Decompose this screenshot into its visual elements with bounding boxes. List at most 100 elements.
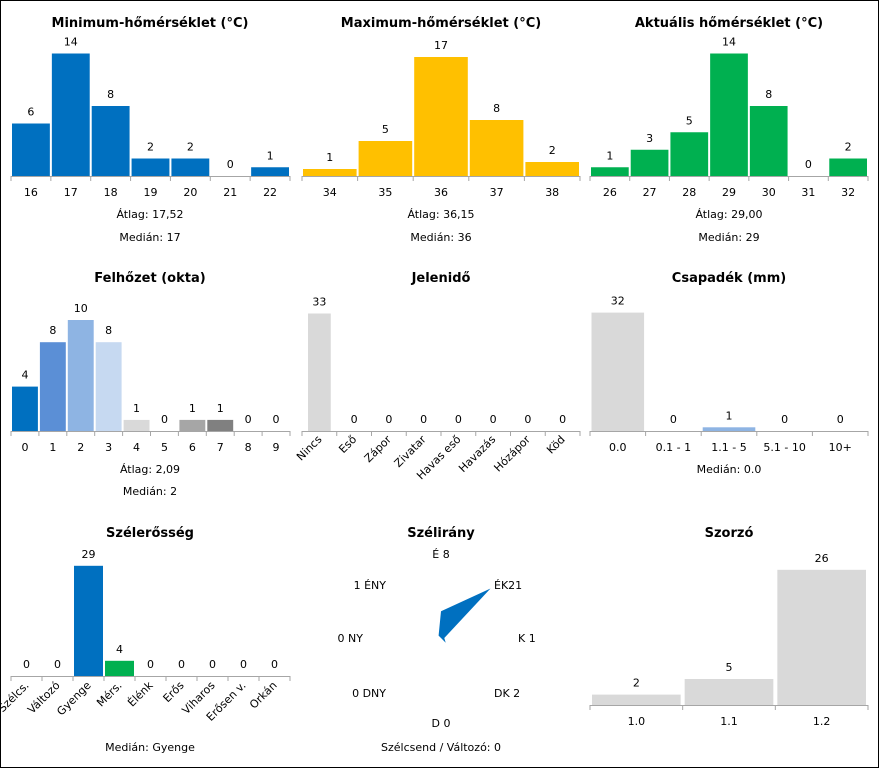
precip-bar-0.0 xyxy=(591,312,645,431)
cur_temp-bar-29 xyxy=(710,53,748,176)
min_temp-value-label: 6 xyxy=(27,106,34,119)
cur_temp-category-label: 30 xyxy=(762,186,776,199)
cloud-stat: Átlag: 2,09 xyxy=(120,463,180,476)
wind_strength-bar-Gyenge xyxy=(74,565,103,676)
min_temp-value-label: 2 xyxy=(187,141,194,154)
weather-category-label: Köd xyxy=(544,433,568,457)
weather-value-label: 0 xyxy=(490,413,497,426)
min_temp-bar-19 xyxy=(131,158,170,176)
cur_temp-chart: Aktuális hőmérséklet (°C) 1 26 3 27 5 28 14 29 8 3… xyxy=(589,16,869,244)
wind_strength-value-label: 29 xyxy=(82,548,96,561)
precip-bar-1.1 - 5 xyxy=(702,427,756,431)
factor-chart: Szorzó 2 1.0 5 1.1 26 1.2 xyxy=(589,526,869,728)
cur_temp-bar-28 xyxy=(670,132,709,176)
cur_temp-category-label: 32 xyxy=(841,186,855,199)
weather-chart: Jelenidő33Nincs0Eső0Zápor0Zivatar0Havas … xyxy=(294,271,581,482)
wind_dir-area xyxy=(438,588,491,643)
max_temp-bar-38 xyxy=(525,162,579,176)
wind_strength-title: Szélerősség xyxy=(106,526,194,541)
weather-value-label: 0 xyxy=(385,413,392,426)
min_temp-category-label: 21 xyxy=(223,186,237,199)
cur_temp-stat: Átlag: 29,00 xyxy=(695,208,762,221)
min_temp-category-label: 22 xyxy=(263,186,277,199)
cloud-category-label: 4 xyxy=(133,441,140,454)
cur_temp-stat: Medián: 29 xyxy=(698,231,759,244)
max_temp-chart: Maximum-hőmérséklet (°C) 1 34 5 35 17 36 8 37 2 38… xyxy=(301,16,581,244)
factor-title: Szorzó xyxy=(705,526,754,541)
weather-category-label: Eső xyxy=(336,433,359,456)
cloud-bar-7 xyxy=(207,419,234,431)
cloud-stat: Medián: 2 xyxy=(123,485,177,498)
precip-value-label: 32 xyxy=(611,295,625,308)
cloud-bar-6 xyxy=(179,419,206,431)
max_temp-title: Maximum-hőmérséklet (°C) xyxy=(341,16,541,31)
cloud-bar-3 xyxy=(95,342,122,431)
cloud-bar-1 xyxy=(39,342,66,431)
factor-bar-1.0 xyxy=(592,694,681,705)
cloud-category-label: 2 xyxy=(77,441,84,454)
min_temp-bar-17 xyxy=(51,53,90,176)
weather-category-label: Hózápor xyxy=(491,433,533,475)
min_temp-category-label: 16 xyxy=(24,186,38,199)
min_temp-bar-22 xyxy=(251,167,289,176)
wind_strength-value-label: 0 xyxy=(54,658,61,671)
min_temp-bar-20 xyxy=(171,158,210,176)
cloud-value-label: 10 xyxy=(74,302,88,315)
wind_dir-direction-label: ÉK21 xyxy=(494,579,522,592)
wind_strength-category-label: Orkán xyxy=(247,679,280,712)
cloud-category-label: 8 xyxy=(245,441,252,454)
min_temp-bar-16 xyxy=(12,123,50,176)
max_temp-category-label: 38 xyxy=(545,186,559,199)
cloud-chart: Felhőzet (okta) 4 0 8 1 10 2 8 3 1 4 0 5 1 6 1 7 0 8 0 9 Átla… xyxy=(10,271,291,498)
cur_temp-value-label: 1 xyxy=(606,149,613,162)
min_temp-value-label: 2 xyxy=(147,141,154,154)
weather-category-label: Zápor xyxy=(362,433,395,466)
weather-value-label: 0 xyxy=(351,413,358,426)
precip-value-label: 0 xyxy=(837,413,844,426)
wind_strength-category-label: Gyenge xyxy=(54,679,93,718)
max_temp-bar-37 xyxy=(469,120,524,176)
precip-value-label: 0 xyxy=(670,413,677,426)
wind_strength-value-label: 0 xyxy=(240,658,247,671)
factor-bar-1.1 xyxy=(684,679,774,705)
weather-value-label: 33 xyxy=(312,296,326,309)
max_temp-stat: Átlag: 36,15 xyxy=(407,208,474,221)
wind_dir-direction-label: 0 DNY xyxy=(352,687,386,700)
precip-category-label: 0.1 - 1 xyxy=(656,441,691,454)
weather-category-label: Nincs xyxy=(294,433,325,464)
min_temp-value-label: 0 xyxy=(227,158,234,171)
cloud-value-label: 1 xyxy=(133,402,140,415)
max_temp-value-label: 17 xyxy=(434,39,448,52)
max_temp-bar-35 xyxy=(358,141,413,176)
weather-value-label: 0 xyxy=(524,413,531,426)
cloud-category-label: 9 xyxy=(273,441,280,454)
cur_temp-bar-27 xyxy=(630,149,669,176)
cur_temp-value-label: 8 xyxy=(765,88,772,101)
factor-category-label: 1.2 xyxy=(813,715,831,728)
wind_dir-direction-label: K 1 xyxy=(518,632,536,645)
cloud-category-label: 6 xyxy=(189,441,196,454)
precip-category-label: 5.1 - 10 xyxy=(763,441,805,454)
cloud-category-label: 3 xyxy=(105,441,112,454)
wind_strength-value-label: 0 xyxy=(209,658,216,671)
factor-category-label: 1.0 xyxy=(628,715,646,728)
wind_strength-value-label: 0 xyxy=(23,658,30,671)
weather-title: Jelenidő xyxy=(411,271,471,286)
min_temp-title: Minimum-hőmérséklet (°C) xyxy=(52,16,249,31)
min_temp-stat: Átlag: 17,52 xyxy=(116,208,183,221)
cloud-value-label: 0 xyxy=(245,413,252,426)
precip-chart: Csapadék (mm) 32 0.0 0 0.1 - 1 1 1.1 - 5 0 5.1 -… xyxy=(589,271,869,476)
precip-stat: Medián: 0.0 xyxy=(697,463,762,476)
max_temp-category-label: 34 xyxy=(323,186,337,199)
max_temp-bar-36 xyxy=(414,57,468,176)
wind_dir-direction-label: É 8 xyxy=(432,548,449,561)
wind_strength-value-label: 0 xyxy=(271,658,278,671)
wind_dir-direction-label: 1 ÉNY xyxy=(354,579,387,592)
cur_temp-category-label: 28 xyxy=(682,186,696,199)
weather-value-label: 0 xyxy=(455,413,462,426)
weather-value-label: 0 xyxy=(559,413,566,426)
min_temp-category-label: 18 xyxy=(104,186,118,199)
cloud-category-label: 1 xyxy=(49,441,56,454)
max_temp-value-label: 1 xyxy=(326,151,333,164)
precip-category-label: 10+ xyxy=(829,441,852,454)
